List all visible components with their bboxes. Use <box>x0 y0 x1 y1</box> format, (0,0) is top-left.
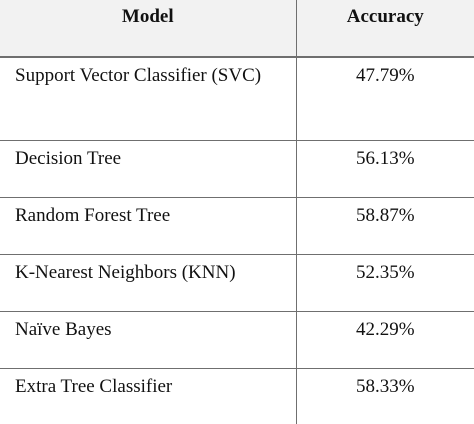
cell-accuracy: 58.33% <box>295 367 474 424</box>
cell-model: Random Forest Tree <box>0 196 297 255</box>
cell-accuracy: 56.13% <box>295 139 474 198</box>
cell-accuracy: 58.87% <box>295 196 474 255</box>
cell-model: Decision Tree <box>0 139 297 198</box>
header-accuracy: Accuracy <box>295 0 474 58</box>
table-row: Support Vector Classifier (SVC) 47.79% <box>0 56 474 141</box>
table-row: Decision Tree 56.13% <box>0 139 474 198</box>
table-row: Extra Tree Classifier 58.33% <box>0 367 474 424</box>
table-row: K-Nearest Neighbors (KNN) 52.35% <box>0 253 474 312</box>
cell-accuracy: 52.35% <box>295 253 474 312</box>
table-header-row: Model Accuracy <box>0 0 474 58</box>
cell-accuracy: 47.79% <box>295 56 474 141</box>
table-row: Random Forest Tree 58.87% <box>0 196 474 255</box>
header-model: Model <box>0 0 297 58</box>
cell-model: Naïve Bayes <box>0 310 297 369</box>
cell-model: Extra Tree Classifier <box>0 367 297 424</box>
table-row: Naïve Bayes 42.29% <box>0 310 474 369</box>
cell-model: Support Vector Classifier (SVC) <box>0 56 297 141</box>
cell-accuracy: 42.29% <box>295 310 474 369</box>
cell-model: K-Nearest Neighbors (KNN) <box>0 253 297 312</box>
